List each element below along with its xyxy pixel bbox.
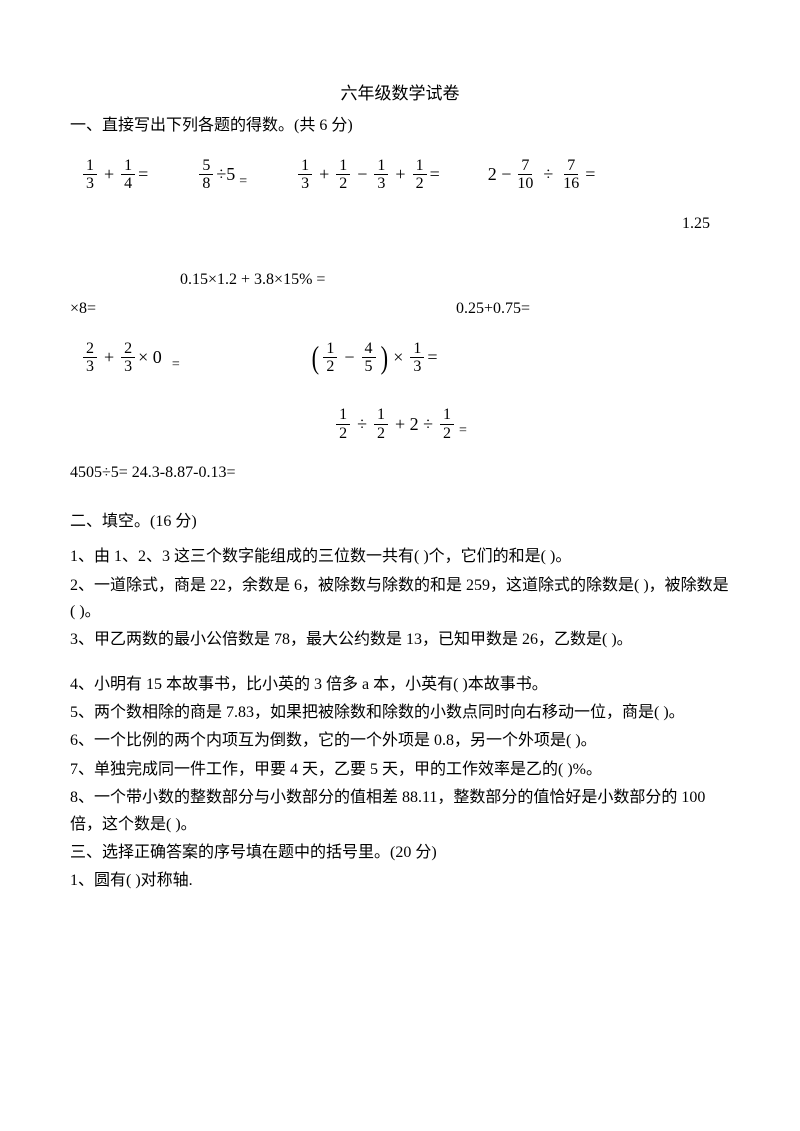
section1-heading: 一、直接写出下列各题的得数。(共 6 分) — [70, 113, 730, 139]
frac-den: 2 — [336, 175, 350, 193]
eq-sub: = — [459, 420, 467, 442]
s2-q1: 1、由 1、2、3 这三个数字能组成的三位数一共有( )个，它们的和是( )。 — [70, 544, 730, 570]
eq-1-2: 58 ÷5 = — [196, 157, 247, 193]
frac-num: 1 — [323, 340, 337, 359]
section3-heading: 三、选择正确答案的序号填在题中的括号里。(20 分) — [70, 840, 730, 866]
frac-den: 2 — [374, 425, 388, 443]
value-125: 1.25 — [70, 211, 730, 237]
eq-row-1: 13 + 14 = 58 ÷5 = 13 + 12 − 13 + 12 = 2 … — [70, 157, 730, 193]
eq-tail: × 0 — [138, 343, 162, 372]
eq-tail: = — [138, 160, 148, 189]
op-div: ÷ — [357, 410, 367, 439]
op-plus: + — [104, 160, 114, 189]
s2-q2: 2、一道除式，商是 22，余数是 6，被除数与除数的和是 259，这道除式的除数… — [70, 573, 730, 626]
eq-1-3: 13 + 12 − 13 + 12 = — [295, 157, 440, 193]
eq-mid-tail: 0.25+0.75= — [456, 296, 530, 322]
eq-mid-left: ×8= — [70, 296, 96, 322]
op-minus: − — [344, 343, 354, 372]
eq-sub: = — [239, 171, 247, 193]
frac-num: 1 — [336, 406, 350, 425]
frac-den: 3 — [410, 358, 424, 376]
frac-num: 1 — [413, 157, 427, 176]
frac-num: 1 — [298, 157, 312, 176]
eq-row-3: 12 ÷ 12 + 2 ÷ 12 = — [70, 406, 730, 442]
frac-num: 1 — [121, 157, 135, 176]
s2-q5: 5、两个数相除的商是 7.83，如果把被除数和除数的小数点同时向右移动一位，商是… — [70, 700, 730, 726]
frac-num: 2 — [121, 340, 135, 359]
frac-den: 2 — [336, 425, 350, 443]
eq-3-1: 12 ÷ 12 + 2 ÷ 12 = — [333, 406, 467, 442]
frac-den: 8 — [199, 175, 213, 193]
frac-den: 16 — [560, 175, 582, 193]
frac-den: 4 — [121, 175, 135, 193]
op-mul: × — [393, 343, 403, 372]
frac-num: 1 — [440, 406, 454, 425]
s2-q4: 4、小明有 15 本故事书，比小英的 3 倍多 a 本，小英有( )本故事书。 — [70, 672, 730, 698]
eq-tail: = — [427, 343, 437, 372]
eq-row-mid: 0.15×1.2 + 3.8×15% = ×8= 0.25+0.75= — [70, 267, 730, 322]
s2-q7: 7、单独完成同一件工作，甲要 4 天，乙要 5 天，甲的工作效率是乙的( )%。 — [70, 757, 730, 783]
frac-den: 2 — [413, 175, 427, 193]
frac-num: 1 — [83, 157, 97, 176]
frac-num: 2 — [83, 340, 97, 359]
op-plus: + — [104, 343, 114, 372]
s2-q8: 8、一个带小数的整数部分与小数部分的值相差 88.11，整数部分的值恰好是小数部… — [70, 785, 730, 838]
op-div: ÷ — [543, 160, 553, 189]
eq-2-2: ( 12 − 45 ) × 13 = — [310, 340, 438, 376]
frac-num: 1 — [410, 340, 424, 359]
eq-tail: = — [585, 160, 595, 189]
frac-den: 3 — [374, 175, 388, 193]
page-title: 六年级数学试卷 — [70, 80, 730, 107]
frac-den: 2 — [323, 358, 337, 376]
frac-den: 3 — [121, 358, 135, 376]
eq-tail: ÷5 — [216, 160, 235, 189]
frac-den: 5 — [362, 358, 376, 376]
frac-num: 5 — [199, 157, 213, 176]
s2-q3: 3、甲乙两数的最小公倍数是 78，最大公约数是 13，已知甲数是 26，乙数是(… — [70, 627, 730, 653]
frac-den: 3 — [298, 175, 312, 193]
frac-num: 7 — [518, 157, 532, 176]
frac-num: 1 — [374, 157, 388, 176]
eq-1-1: 13 + 14 = — [80, 157, 148, 193]
frac-num: 4 — [362, 340, 376, 359]
eq-1-4: 2 − 710 ÷ 716 = — [488, 157, 596, 193]
frac-den: 3 — [83, 358, 97, 376]
frac-num: 1 — [374, 406, 388, 425]
paren-close: ) — [380, 345, 387, 371]
frac-num: 1 — [336, 157, 350, 176]
eq-sub: = — [172, 354, 180, 376]
frac-den: 2 — [440, 425, 454, 443]
op-plus: + — [395, 160, 405, 189]
s2-q6: 6、一个比例的两个内项互为倒数，它的一个外项是 0.8，另一个外项是( )。 — [70, 728, 730, 754]
eq-tail: = — [430, 160, 440, 189]
op-mixed: + 2 ÷ — [395, 410, 433, 439]
s3-q1: 1、圆有( )对称轴. — [70, 868, 730, 894]
eq-row-last: 4505÷5= 24.3-8.87-0.13= — [70, 460, 730, 486]
eq-pre: 2 − — [488, 160, 512, 189]
eq-2-1: 23 + 23 × 0 = — [80, 340, 180, 376]
frac-num: 7 — [564, 157, 578, 176]
eq-mid-center: 0.15×1.2 + 3.8×15% = — [70, 267, 730, 293]
frac-den: 10 — [514, 175, 536, 193]
paren-open: ( — [311, 345, 318, 371]
op-plus: + — [319, 160, 329, 189]
eq-row-2: 23 + 23 × 0 = ( 12 − 45 ) × 13 = — [70, 340, 730, 376]
frac-den: 3 — [83, 175, 97, 193]
op-minus: − — [357, 160, 367, 189]
section2-heading: 二、填空。(16 分) — [70, 509, 730, 535]
